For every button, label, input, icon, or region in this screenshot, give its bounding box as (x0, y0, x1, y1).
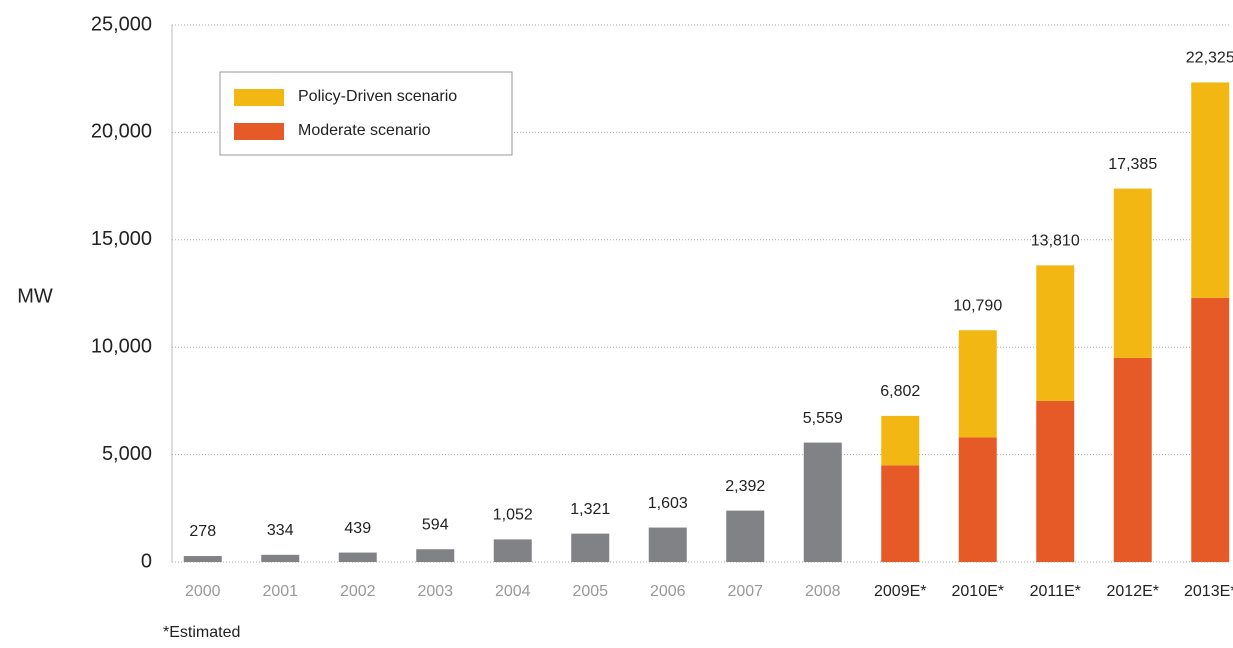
data-label: 1,321 (570, 501, 610, 518)
bar (338, 552, 377, 562)
legend-label: Policy-Driven scenario (298, 88, 457, 105)
x-tick-label: 2011E* (1030, 583, 1081, 600)
x-tick-label: 2003 (417, 583, 453, 600)
x-tick-label: 2010E* (952, 583, 1005, 600)
x-tick-label: 2001 (262, 583, 298, 600)
bar-segment (1191, 82, 1230, 298)
footnote: *Estimated (163, 624, 240, 641)
y-tick-label: 20,000 (91, 121, 152, 143)
data-label: 17,385 (1108, 156, 1157, 173)
data-label: 2,392 (725, 478, 765, 495)
data-label: 10,790 (953, 297, 1002, 314)
bar-segment (1036, 265, 1075, 401)
bar (726, 510, 765, 562)
bar-segment (881, 465, 920, 562)
data-label: 6,802 (880, 383, 920, 400)
x-tick-label: 2005 (572, 583, 608, 600)
y-tick-label: 10,000 (91, 335, 152, 357)
data-label: 594 (422, 516, 449, 533)
bar (183, 556, 222, 562)
bar-segment (1113, 188, 1152, 358)
data-label: 278 (189, 523, 216, 540)
y-tick-label: 15,000 (91, 228, 152, 250)
x-tick-label: 2002 (340, 583, 376, 600)
legend-swatch (234, 89, 284, 106)
y-tick-label: 25,000 (91, 13, 152, 35)
legend-swatch (234, 123, 284, 140)
bar-segment (958, 437, 997, 562)
y-axis-label: MW (17, 285, 53, 307)
x-tick-label: 2000 (185, 583, 221, 600)
x-tick-label: 2008 (805, 583, 841, 600)
bar-segment (1036, 400, 1075, 562)
bar-segment (1113, 357, 1152, 562)
x-tick-label: 2004 (495, 583, 531, 600)
bar (493, 539, 532, 562)
bar (571, 533, 610, 562)
x-tick-label: 2009E* (874, 583, 927, 600)
bar (416, 549, 455, 562)
data-label: 334 (267, 522, 294, 539)
bar-segment (958, 330, 997, 438)
bar (648, 527, 687, 562)
bar (803, 442, 842, 562)
data-label: 13,810 (1031, 233, 1080, 250)
bar (261, 554, 300, 562)
legend-box (219, 71, 513, 156)
data-label: 22,325 (1186, 50, 1233, 67)
y-tick-label: 5,000 (102, 443, 152, 465)
x-tick-label: 2006 (650, 583, 686, 600)
data-label: 439 (344, 520, 371, 537)
x-tick-label: 2012E* (1107, 583, 1160, 600)
legend-label: Moderate scenario (298, 122, 431, 139)
y-tick-label: 0 (141, 550, 152, 572)
data-label: 1,052 (493, 507, 533, 524)
x-tick-label: 2013E* (1184, 583, 1233, 600)
x-tick-label: 2007 (727, 583, 763, 600)
data-label: 1,603 (648, 495, 688, 512)
bar-segment (1191, 297, 1230, 562)
data-label: 5,559 (803, 410, 843, 427)
bar-segment (881, 415, 920, 466)
